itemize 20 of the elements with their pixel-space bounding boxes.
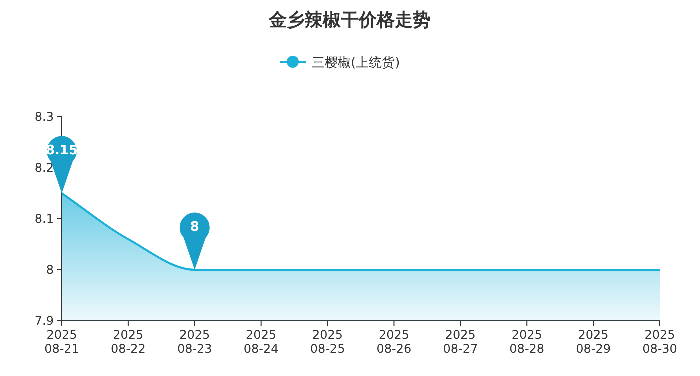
y-tick-label: 8.1 bbox=[34, 212, 54, 226]
y-tick-label: 7.9 bbox=[34, 314, 54, 328]
x-tick-label: 2025 08-27 bbox=[443, 328, 478, 356]
x-tick-label: 2025 08-28 bbox=[510, 328, 545, 356]
annotation: 8 bbox=[190, 220, 200, 235]
x-tick-label: 2025 08-24 bbox=[244, 328, 279, 356]
x-tick-label: 2025 08-25 bbox=[310, 328, 346, 356]
x-tick-label: 2025 08-26 bbox=[376, 328, 412, 356]
y-tick-label: 8.2 bbox=[34, 161, 54, 175]
x-tick-label: 2025 08-22 bbox=[111, 328, 146, 356]
legend: 三樱椒(上统货) bbox=[280, 56, 400, 71]
annotation: 8.15 bbox=[46, 144, 78, 158]
x-tick-label: 2025 08-29 bbox=[576, 328, 611, 356]
y-tick-label: 8.3 bbox=[34, 110, 54, 124]
y-tick-label: 8 bbox=[46, 263, 54, 277]
x-tick-label: 2025 08-23 bbox=[177, 328, 212, 356]
chart-title: 金乡辣椒干价格走势 bbox=[268, 10, 431, 31]
x-tick-label: 2025 08-30 bbox=[642, 328, 678, 356]
legend-label: 三樱椒(上统货) bbox=[312, 56, 400, 71]
x-tick-label: 2025 08-21 bbox=[44, 328, 80, 356]
